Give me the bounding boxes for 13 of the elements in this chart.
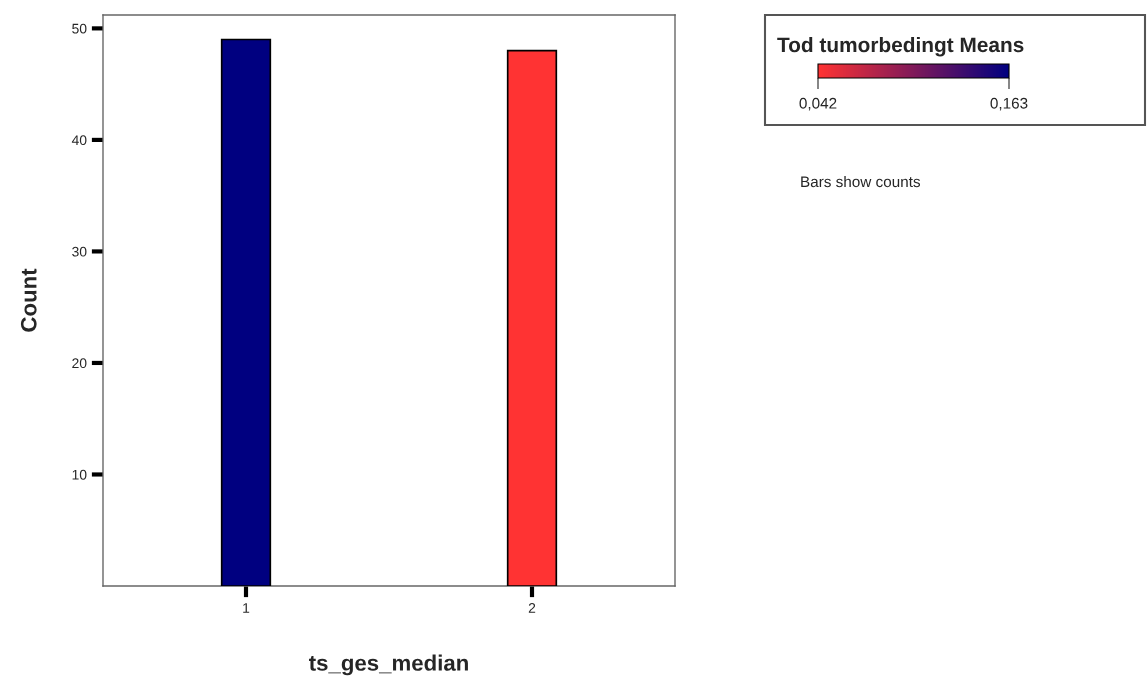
x-tick-label: 1 xyxy=(243,603,250,613)
y-axis-title: Count xyxy=(20,268,37,332)
y-tick-label: 40 xyxy=(71,135,87,146)
color-bar-title: Tod tumorbedingt Means xyxy=(777,36,1024,57)
y-tick-label: 30 xyxy=(72,246,87,257)
text: Bars show counts xyxy=(801,175,921,188)
y-tick-label: 20 xyxy=(72,358,87,369)
color-bar-label: 0,042 xyxy=(799,97,837,111)
y-tick-label: 50 xyxy=(72,23,87,34)
x-axis-title: ts_ges_median xyxy=(308,654,468,676)
color-bar-label: 0,163 xyxy=(990,97,1028,111)
y-tick-label: 10 xyxy=(72,469,87,480)
x-tick-label: 2 xyxy=(528,603,536,613)
